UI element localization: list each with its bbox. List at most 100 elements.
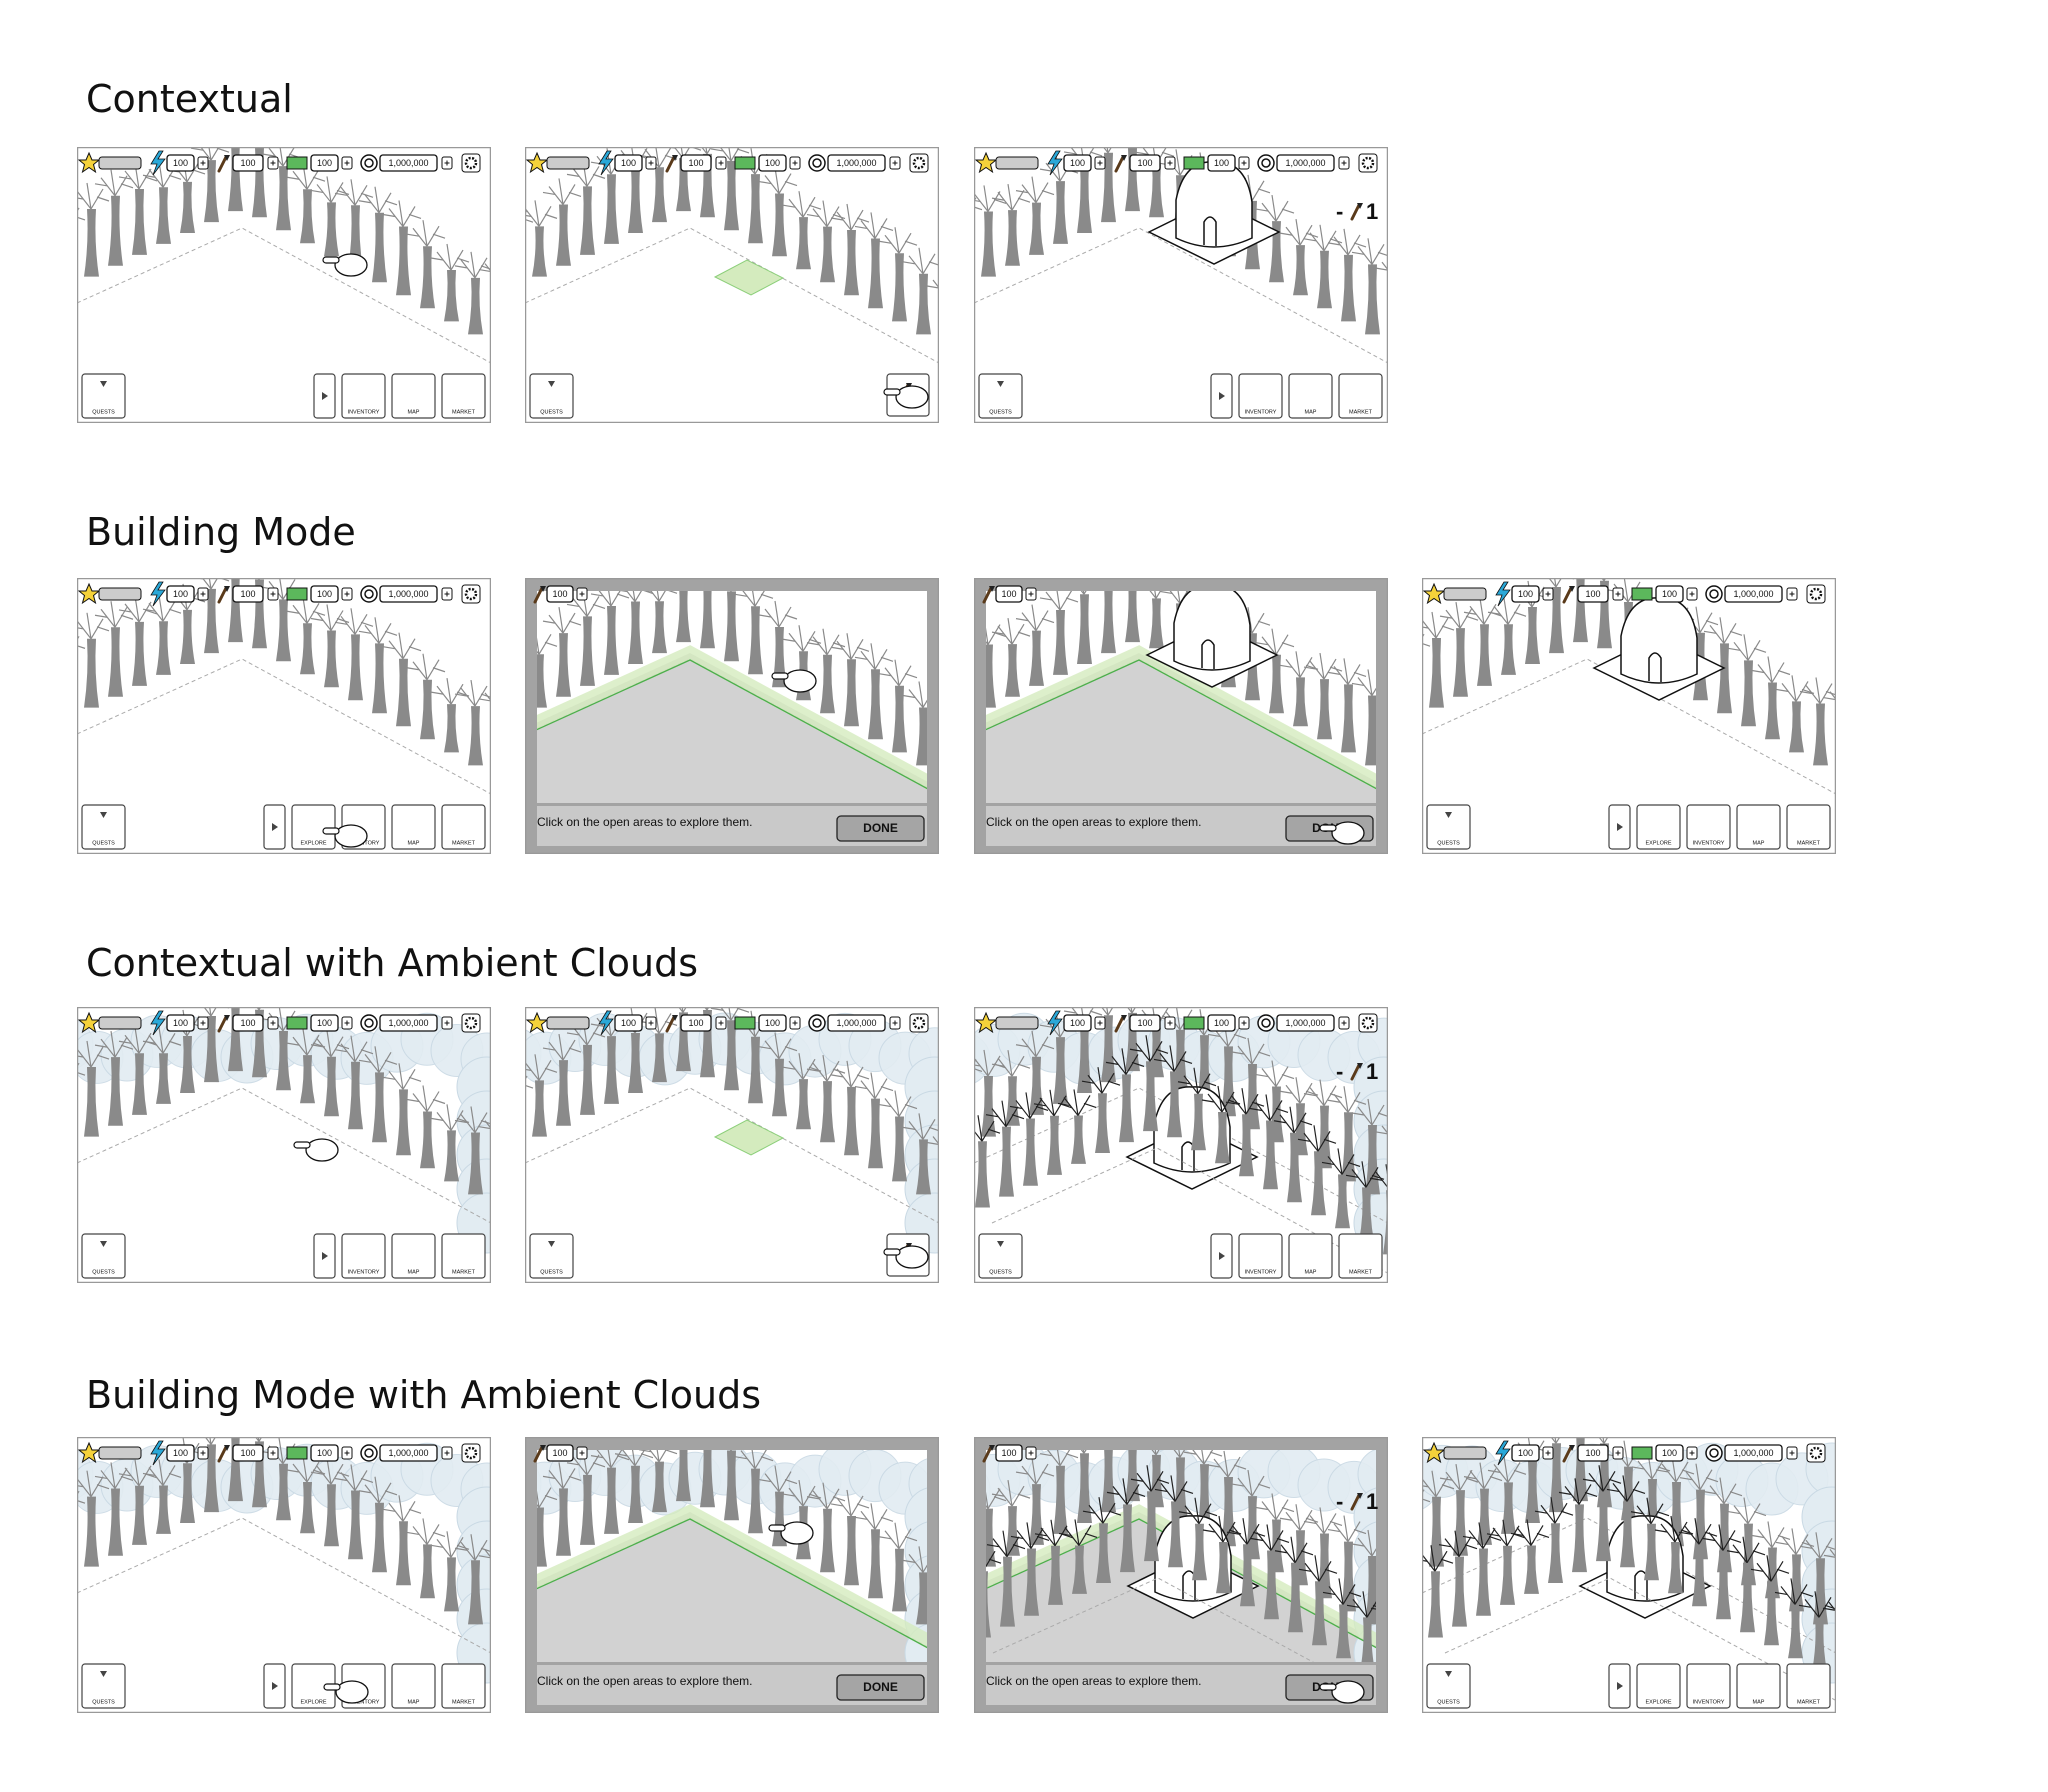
tree-trunk: [556, 633, 571, 697]
menu-button[interactable]: [441, 804, 486, 850]
menu-button[interactable]: [1338, 1233, 1383, 1279]
menu-button[interactable]: [978, 373, 1023, 419]
menu-button[interactable]: [391, 804, 436, 850]
tool-head: [540, 1445, 546, 1451]
menu-button[interactable]: [1238, 373, 1283, 419]
cash-icon: [1631, 1446, 1653, 1460]
menu-button[interactable]: [978, 1233, 1023, 1279]
tree-trunk: [1144, 1491, 1159, 1562]
tree-trunk: [1167, 1071, 1182, 1138]
tool-icon: [217, 586, 228, 604]
tree-branches: [1303, 224, 1343, 252]
menu-button[interactable]: [1636, 1663, 1681, 1709]
explored-line: [986, 659, 1376, 790]
menu-button[interactable]: [1426, 1663, 1471, 1709]
menu-button[interactable]: [81, 1233, 126, 1279]
energy-value: 100: [173, 589, 188, 599]
button-label: MARKET: [1349, 409, 1373, 415]
done-button[interactable]: [836, 815, 925, 842]
menu-button[interactable]: [81, 1663, 126, 1709]
game-frame: 100 100 100 1,000,000 - 1 QUESTS INVENTORY MAP MA…: [974, 1007, 1388, 1283]
menu-button[interactable]: [1736, 804, 1781, 850]
tree-trunk: [84, 638, 99, 708]
tree-branches: [806, 200, 846, 227]
plus-icon: [892, 1020, 898, 1026]
tree-trunk: [1716, 1550, 1731, 1620]
menu-button[interactable]: [391, 373, 436, 419]
menu-button[interactable]: [1736, 1663, 1781, 1709]
tree-trunk: [1024, 1548, 1039, 1616]
tree-trunk: [748, 1468, 763, 1534]
star-icon: [525, 1011, 549, 1034]
menu-button[interactable]: [441, 1663, 486, 1709]
frame-border: [525, 1437, 939, 1713]
menu-button[interactable]: [81, 373, 126, 419]
menu-button[interactable]: [341, 373, 386, 419]
tree-trunk: [84, 1496, 99, 1567]
menu-button[interactable]: [291, 804, 336, 850]
menu-button[interactable]: [1426, 804, 1471, 850]
tree-trunk: [700, 591, 715, 649]
cost-sign: -: [1336, 1489, 1343, 1514]
button-label: INVENTORY: [1245, 409, 1277, 415]
tree-branches: [1702, 1524, 1742, 1551]
menu-button[interactable]: [1786, 1663, 1831, 1709]
menu-button[interactable]: [1686, 804, 1731, 850]
menu-button[interactable]: [391, 1233, 436, 1279]
menu-button[interactable]: [1786, 804, 1831, 850]
tree-trunk: [1029, 202, 1044, 255]
menu-button[interactable]: [529, 1233, 574, 1279]
plus-icon: [344, 1450, 350, 1456]
tree-trunk: [108, 627, 123, 697]
done-button[interactable]: [836, 1674, 925, 1701]
tool-head: [224, 1015, 230, 1021]
tree-trunk: [796, 1079, 811, 1130]
tree-branches: [1207, 1450, 1247, 1478]
coin-icon: [1257, 154, 1275, 172]
coins-value-box: [827, 154, 886, 172]
tree-trunk: [444, 1130, 459, 1182]
tree-branches: [1303, 652, 1343, 680]
energy-icon: [1495, 1440, 1511, 1466]
coins-value: 1,000,000: [836, 1018, 876, 1028]
menu-button[interactable]: [1288, 373, 1333, 419]
tree-branches: [286, 597, 326, 624]
gear-icon: [912, 1016, 926, 1030]
menu-button[interactable]: [441, 1233, 486, 1279]
tree-trunk: [700, 1450, 715, 1508]
menu-button[interactable]: [1636, 804, 1681, 850]
message: Click on the open areas to explore them.: [986, 1674, 1201, 1688]
game-frame: 100 Click on the open areas to explore th…: [525, 1437, 939, 1713]
tree-branches: [1351, 669, 1376, 696]
tree-trunk: [1836, 1620, 1851, 1684]
tree-branches: [1847, 1602, 1885, 1628]
hand-finger: [771, 672, 789, 680]
tree-trunk: [108, 1488, 123, 1556]
menu-button[interactable]: [1288, 1233, 1333, 1279]
coin-icon: [1705, 585, 1723, 603]
menu-button[interactable]: [529, 373, 574, 419]
tree-branches: [986, 624, 1007, 645]
tree-trunk: [444, 270, 459, 322]
menu-button[interactable]: [1238, 1233, 1283, 1279]
materials-value-box: [1577, 1444, 1609, 1462]
menu-button[interactable]: [1686, 1663, 1731, 1709]
tree-trunk: [999, 1126, 1014, 1197]
tree-branches: [1129, 1035, 1169, 1062]
tree-branches: [525, 1054, 558, 1081]
coin-icon: [360, 585, 378, 603]
menu-button[interactable]: [391, 1663, 436, 1709]
menu-button[interactable]: [441, 373, 486, 419]
tree-branches: [1327, 1086, 1367, 1113]
menu-button[interactable]: [81, 804, 126, 850]
energy-value: 100: [1070, 1018, 1085, 1028]
tree-trunk: [444, 704, 459, 753]
tree-trunk: [1452, 1556, 1467, 1627]
tree-branches: [1177, 1067, 1217, 1095]
expand-icon: [1219, 1252, 1225, 1260]
energy-icon: [150, 581, 166, 607]
tree-trunk: [1029, 1484, 1044, 1545]
menu-button[interactable]: [341, 1233, 386, 1279]
tree-trunk: [580, 1474, 595, 1545]
menu-button[interactable]: [1338, 373, 1383, 419]
